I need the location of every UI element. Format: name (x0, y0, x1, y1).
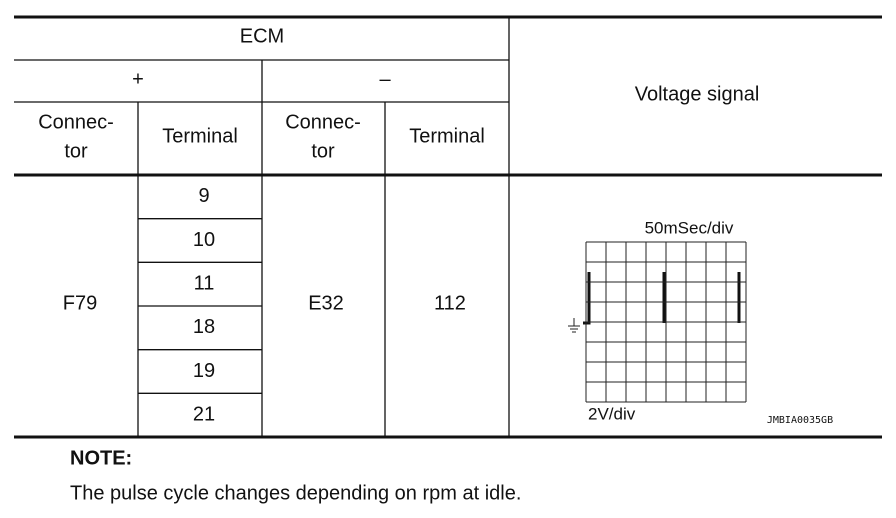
voltage-signal-header: Voltage signal (635, 83, 760, 105)
figure-code: JMBIA0035GB (767, 415, 833, 426)
note-text: The pulse cycle changes depending on rpm… (70, 482, 521, 504)
time-division: 50mSec/div (645, 218, 734, 237)
volt-division: 2V/div (588, 404, 636, 423)
connector-header: tor (64, 140, 88, 162)
minus-terminal: 112 (434, 292, 466, 314)
connector-header: tor (311, 140, 335, 162)
plus-header: + (132, 68, 144, 90)
plus-terminal: 11 (194, 272, 215, 294)
plus-terminal: 19 (193, 360, 215, 382)
terminal-header: Terminal (409, 125, 485, 147)
table-lines (14, 15, 882, 439)
terminal-header: Terminal (162, 125, 238, 147)
connector-header: Connec- (285, 111, 361, 133)
oscilloscope (568, 241, 747, 403)
plus-connector: F79 (63, 292, 97, 314)
ecm-header: ECM (240, 25, 284, 47)
note-title: NOTE: (70, 447, 132, 469)
plus-terminal: 9 (198, 185, 209, 207)
plus-terminal: 18 (193, 316, 215, 338)
plus-terminal: 21 (193, 403, 215, 425)
minus-connector: E32 (308, 292, 344, 314)
minus-header: – (379, 68, 391, 90)
plus-terminal: 10 (193, 229, 215, 251)
connector-header: Connec- (38, 111, 114, 133)
